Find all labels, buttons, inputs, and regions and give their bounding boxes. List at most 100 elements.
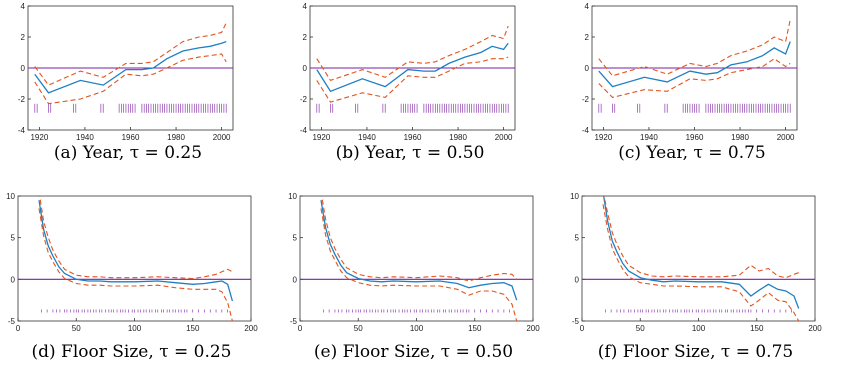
caption-tau: τ = 0.75 — [720, 342, 794, 362]
caption-label: (c) Year, — [618, 143, 689, 163]
y-tick-label: -2 — [18, 95, 26, 104]
x-tick-label: 50 — [636, 324, 645, 333]
caption-label: (d) Floor Size, — [31, 342, 154, 362]
caption-d: (d) Floor Size, τ = 0.25 — [4, 342, 259, 362]
estimate-line — [320, 200, 518, 301]
lower-band-line — [602, 204, 800, 321]
x-tick-label: 1940 — [76, 133, 94, 142]
chart-panel-b: -4 -2 0 2 4 1920 1940 1960 1980 2000 (b) Year, τ … — [290, 2, 530, 163]
chart-panel-d: -5 0 5 10 0 50 100 150 200 (d) Floor Size, τ = 0… — [4, 190, 258, 362]
upper-band-line — [34, 22, 227, 86]
chart-panel-e: -5 0 5 10 0 50 100 150 200 (e) Floor Size, τ = 0… — [286, 190, 540, 362]
x-tick-label: 1960 — [686, 133, 704, 142]
y-tick-label: 10 — [6, 192, 15, 201]
y-tick-label: -5 — [290, 317, 298, 326]
lower-band-line — [316, 56, 509, 103]
y-tick-label: 0 — [303, 64, 308, 73]
caption-label: (e) Floor Size, — [313, 342, 436, 362]
y-tick-label: -5 — [572, 317, 580, 326]
y-tick-label: 4 — [303, 2, 308, 11]
upper-band-line — [598, 19, 791, 77]
x-tick-label: 0 — [16, 324, 21, 333]
y-tick-label: 4 — [585, 2, 590, 11]
caption-tau: τ = 0.25 — [129, 143, 203, 163]
x-tick-label: 1920 — [594, 133, 612, 142]
chart-panel-f: -5 0 5 10 0 50 100 150 200 (f) Floor Size, τ = 0… — [568, 190, 822, 362]
x-tick-label: 100 — [128, 324, 142, 333]
x-tick-label: 200 — [808, 324, 822, 333]
estimate-line — [598, 41, 791, 88]
estimate-line — [34, 40, 227, 94]
chart-svg-c: -4 -2 0 2 4 1920 1940 1960 1980 2000 — [582, 2, 798, 142]
caption-f: (f) Floor Size, τ = 0.75 — [568, 342, 823, 362]
estimate-line — [38, 200, 234, 302]
y-tick-label: -4 — [18, 126, 26, 135]
y-tick-label: 10 — [288, 192, 297, 201]
lower-band-line — [38, 208, 233, 321]
caption-label: (a) Year, — [53, 143, 125, 163]
rug-group — [322, 309, 510, 313]
x-tick-label: 1960 — [404, 133, 422, 142]
y-tick-label: 10 — [570, 192, 579, 201]
x-tick-label: 150 — [186, 324, 200, 333]
y-tick-label: 5 — [575, 234, 580, 243]
x-tick-label: 1980 — [731, 133, 749, 142]
y-tick-label: -5 — [8, 317, 16, 326]
y-tick-label: 0 — [575, 275, 580, 284]
lower-band-line — [34, 53, 227, 105]
x-tick-label: 2000 — [213, 133, 231, 142]
x-tick-label: 1920 — [312, 133, 330, 142]
y-tick-label: -4 — [300, 126, 308, 135]
lower-band-line — [320, 208, 518, 321]
y-tick-label: 5 — [11, 234, 16, 243]
caption-tau: τ = 0.50 — [412, 143, 485, 163]
y-tick-label: 0 — [11, 275, 16, 284]
y-tick-label: -4 — [582, 126, 590, 135]
y-tick-label: 5 — [293, 234, 298, 243]
y-tick-label: -2 — [582, 95, 590, 104]
rug-group — [604, 309, 792, 313]
x-tick-label: 200 — [526, 324, 540, 333]
upper-band-line — [321, 196, 518, 282]
caption-c: (c) Year, τ = 0.75 — [572, 143, 812, 163]
rug-group — [40, 309, 228, 313]
caption-tau: τ = 0.25 — [159, 342, 232, 362]
estimate-line — [603, 196, 800, 309]
caption-tau: τ = 0.75 — [693, 143, 766, 163]
y-tick-label: 2 — [303, 33, 308, 42]
upper-band-line — [316, 25, 509, 82]
rug-group — [34, 103, 227, 113]
rug-group — [598, 103, 791, 113]
x-tick-label: 1960 — [122, 133, 140, 142]
x-tick-label: 200 — [244, 324, 258, 333]
y-tick-label: 0 — [293, 275, 298, 284]
x-tick-label: 0 — [580, 324, 585, 333]
x-tick-label: 100 — [692, 324, 706, 333]
y-tick-label: -2 — [300, 95, 308, 104]
x-tick-label: 150 — [750, 324, 764, 333]
caption-b: (b) Year, τ = 0.50 — [290, 143, 530, 163]
upper-band-line — [603, 196, 799, 279]
x-tick-label: 100 — [410, 324, 424, 333]
caption-label: (f) Floor Size, — [597, 342, 716, 362]
caption-a: (a) Year, τ = 0.25 — [8, 143, 248, 163]
caption-e: (e) Floor Size, τ = 0.50 — [286, 342, 541, 362]
chart-svg-a: -4 -2 0 2 4 1920 1940 1960 1980 2000 — [18, 2, 234, 142]
y-tick-label: 4 — [21, 2, 26, 11]
x-tick-label: 50 — [72, 324, 81, 333]
x-tick-label: 2000 — [495, 133, 513, 142]
chart-panel-a: -4 -2 0 2 4 1920 1940 1960 1980 2000 (a) Year, τ … — [8, 2, 248, 163]
rug-group — [316, 103, 509, 113]
upper-band-line — [39, 196, 233, 280]
chart-panel-c: -4 -2 0 2 4 1920 1940 1960 1980 2000 (c) Year, τ … — [572, 2, 812, 163]
plot-frame — [299, 195, 534, 322]
caption-tau: τ = 0.50 — [440, 342, 514, 362]
y-tick-label: 0 — [585, 64, 590, 73]
x-tick-label: 0 — [298, 324, 303, 333]
x-tick-label: 1940 — [640, 133, 658, 142]
lower-band-line — [598, 58, 791, 99]
caption-label: (b) Year, — [335, 143, 407, 163]
